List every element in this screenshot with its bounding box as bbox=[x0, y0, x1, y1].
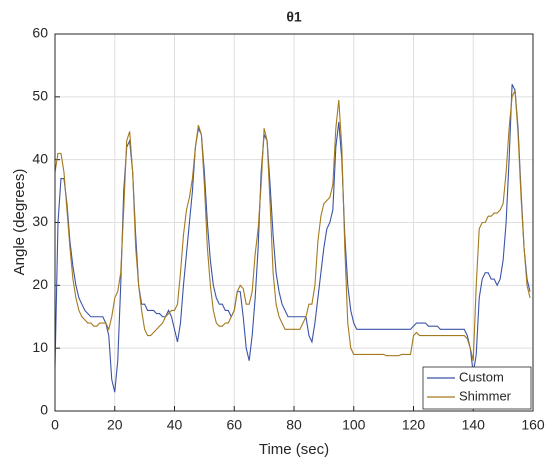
x-tick-label: 40 bbox=[167, 417, 183, 433]
y-tick-label: 20 bbox=[32, 276, 48, 292]
x-tick-label: 140 bbox=[462, 417, 486, 433]
legend-box bbox=[422, 366, 532, 410]
x-tick-label: 60 bbox=[226, 417, 242, 433]
y-tick-label: 50 bbox=[32, 88, 48, 104]
x-tick-label: 0 bbox=[51, 417, 59, 433]
x-tick-label: 100 bbox=[342, 417, 366, 433]
legend-label: Shimmer bbox=[459, 388, 512, 403]
plot-frame bbox=[54, 33, 534, 412]
data-line bbox=[54, 88, 531, 361]
y-tick-label: 60 bbox=[32, 25, 48, 41]
x-axis-label: Time (sec) bbox=[259, 441, 329, 458]
y-tick-label: 0 bbox=[40, 402, 48, 418]
legend-label: Custom bbox=[459, 369, 504, 384]
x-tick-label: 160 bbox=[521, 417, 545, 433]
y-tick-label: 10 bbox=[32, 339, 48, 355]
y-axis-label: Angle (degrees) bbox=[11, 169, 28, 276]
chart-title: θ1 bbox=[286, 9, 302, 25]
x-tick-label: 20 bbox=[107, 417, 123, 433]
x-tick-label: 120 bbox=[402, 417, 426, 433]
y-tick-label: 30 bbox=[32, 213, 48, 229]
y-tick-label: 40 bbox=[32, 150, 48, 166]
x-tick-label: 80 bbox=[286, 417, 302, 433]
